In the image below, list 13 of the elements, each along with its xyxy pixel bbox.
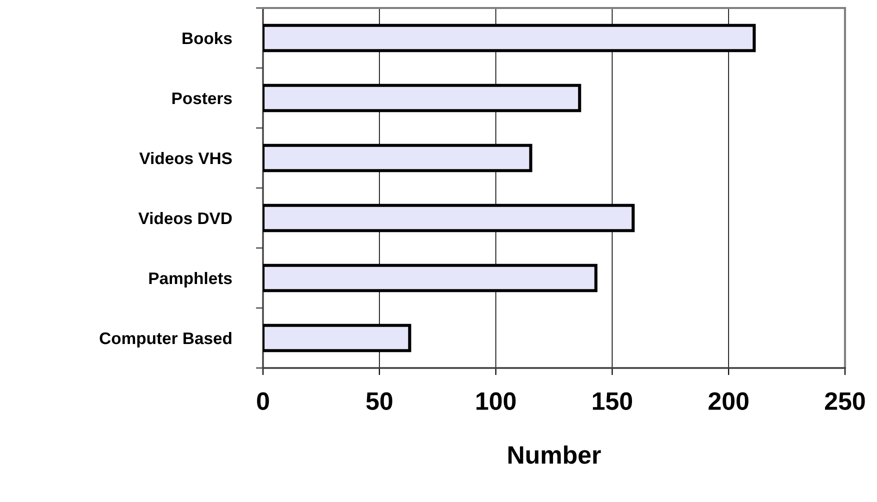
y-tick-label: Posters <box>172 92 232 104</box>
y-tick-label: Computer Based <box>100 332 232 348</box>
x-tick-label: 0 <box>257 392 269 410</box>
x-tick-label: 250 <box>825 392 865 410</box>
x-axis-title: Number <box>508 445 601 464</box>
y-tick-label: Videos VHS <box>139 152 232 164</box>
x-tick-label: 100 <box>476 392 516 410</box>
x-tick-label: 200 <box>708 392 748 410</box>
x-tick-label: 50 <box>366 392 392 410</box>
y-tick-label: Books <box>182 32 232 44</box>
y-tick-label: Videos DVD <box>138 212 232 224</box>
y-tick-label: Pamphlets <box>149 272 232 288</box>
x-tick-label: 150 <box>592 392 632 410</box>
